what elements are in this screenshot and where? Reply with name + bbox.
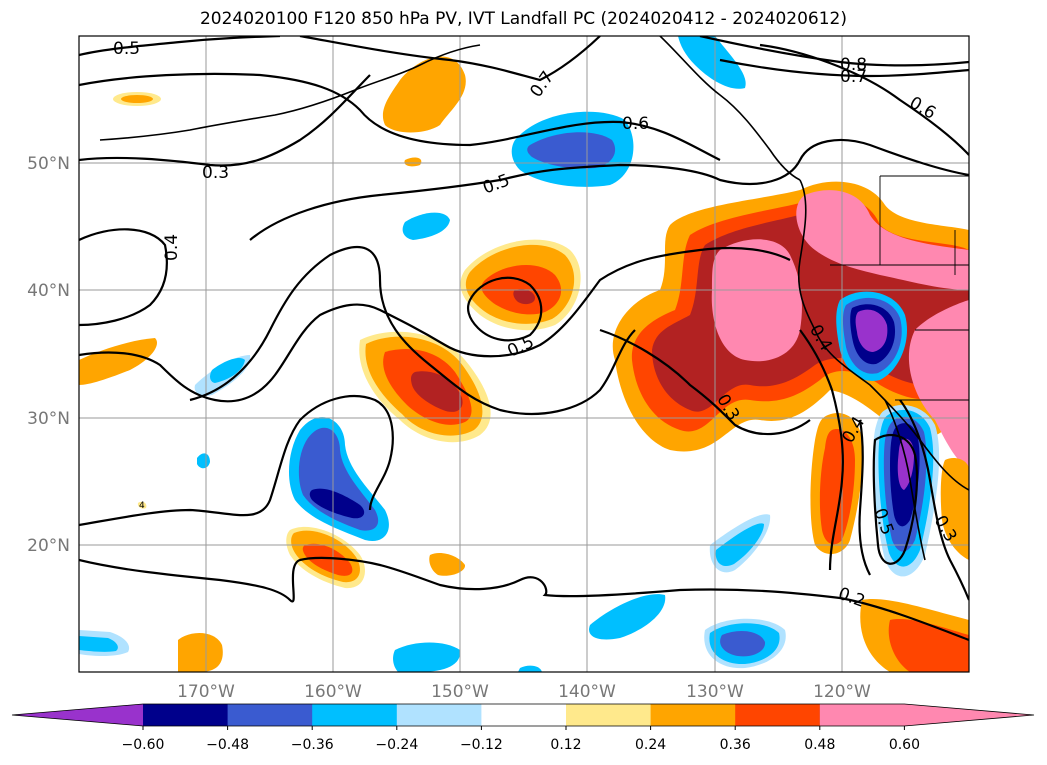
colorbar-tick-label: 0.36 bbox=[720, 737, 751, 753]
positive-anomaly-blob bbox=[940, 458, 969, 560]
positive-anomaly-blob-peak bbox=[711, 239, 802, 362]
contour-label: 0.8 bbox=[840, 55, 867, 75]
colorbar-segment bbox=[312, 704, 398, 726]
contour-0.6-east bbox=[759, 43, 969, 156]
negative-anomaly-blob bbox=[527, 132, 616, 169]
lon-tick-label: 140°W bbox=[558, 682, 616, 702]
negative-anomaly-blob bbox=[309, 488, 365, 519]
contour-0.5 bbox=[79, 36, 281, 57]
colorbar-segment bbox=[143, 704, 229, 726]
contour-0.7-east bbox=[719, 58, 969, 78]
negative-anomaly-blob bbox=[518, 665, 542, 672]
pv-contours bbox=[79, 36, 969, 642]
lon-tick-label: 150°W bbox=[431, 682, 489, 702]
contour-label: 0.6 bbox=[622, 114, 649, 134]
colorbar-tick-label: 0.24 bbox=[635, 737, 666, 753]
positive-anomaly-blob bbox=[178, 633, 223, 672]
positive-anomaly-blob-peak bbox=[908, 300, 969, 470]
positive-anomaly-blob bbox=[302, 543, 353, 576]
positive-anomaly-blob bbox=[429, 553, 466, 576]
colorbar-segment bbox=[396, 704, 482, 726]
lon-tick-label: 120°W bbox=[813, 682, 871, 702]
latitude-labels: 50°N 40°N 30°N 20°N bbox=[27, 154, 70, 556]
colorbar-extend-high bbox=[819, 704, 1034, 726]
colorbar: −0.60 −0.48 −0.36 −0.24 −0.12 0.12 0.24 0.36 0.4… bbox=[11, 703, 1035, 753]
contour-label: 0.3 bbox=[202, 163, 229, 183]
negative-anomaly-blob bbox=[720, 630, 766, 657]
contour-0.5-loop bbox=[467, 276, 543, 342]
contour-0.3 bbox=[79, 74, 371, 167]
colorbar-segment bbox=[227, 704, 313, 726]
positive-anomaly-blob bbox=[382, 56, 466, 133]
colorbar-segment bbox=[481, 704, 567, 726]
contour-0.7-north bbox=[299, 36, 601, 82]
lon-tick-label: 130°W bbox=[686, 682, 744, 702]
colorbar-tick-label: 0.12 bbox=[550, 737, 581, 753]
colorbar-tick-label: −0.60 bbox=[122, 737, 165, 753]
lat-tick-label: 40°N bbox=[27, 281, 70, 301]
colorbar-tick-label: 0.48 bbox=[804, 737, 835, 753]
negative-anomaly-blob bbox=[678, 36, 746, 89]
colorbar-tick-label: −0.24 bbox=[375, 737, 418, 753]
graticule bbox=[79, 36, 969, 672]
negative-anomaly-blob bbox=[402, 212, 450, 240]
contour-0.6 bbox=[79, 72, 721, 161]
contour-0.5-lower bbox=[79, 246, 791, 403]
contour-0.8 bbox=[699, 36, 969, 67]
contour-0.4-loop2 bbox=[872, 433, 919, 565]
negative-anomaly-blob bbox=[393, 642, 461, 672]
colorbar-tick-label: −0.12 bbox=[460, 737, 503, 753]
negative-anomaly-blob bbox=[197, 453, 210, 469]
contour-0.4-west bbox=[79, 228, 168, 327]
map-title: 2024020100 F120 850 hPa PV, IVT Landfall… bbox=[199, 9, 847, 29]
contour-0.3-main bbox=[79, 395, 394, 527]
positive-anomaly-blob bbox=[79, 338, 158, 385]
contour-0.2 bbox=[79, 556, 969, 642]
negative-anomaly-blob bbox=[589, 594, 666, 640]
colorbar-segment bbox=[650, 704, 736, 726]
negative-anomaly-blob bbox=[210, 358, 245, 383]
positive-anomaly-blob bbox=[513, 289, 535, 305]
lat-tick-label: 30°N bbox=[27, 409, 70, 429]
coastlines bbox=[99, 36, 969, 561]
small-label: 4 bbox=[139, 501, 145, 511]
longitude-labels: 170°W 160°W 150°W 140°W 130°W 120°W bbox=[177, 682, 871, 702]
colorbar-extend-low bbox=[12, 704, 143, 726]
lat-tick-label: 50°N bbox=[27, 154, 70, 174]
positive-anomaly-blob bbox=[137, 501, 147, 509]
contour-0.4-east bbox=[799, 329, 844, 571]
lat-tick-label: 20°N bbox=[27, 536, 70, 556]
negative-anomaly-blob bbox=[855, 309, 888, 352]
contour-label: 0.4 bbox=[162, 234, 182, 261]
contour-0.3-east bbox=[599, 328, 811, 436]
colorbar-segment bbox=[566, 704, 652, 726]
lon-tick-label: 160°W bbox=[304, 682, 362, 702]
contour-0.3-coast bbox=[899, 399, 969, 601]
positive-anomaly-blob bbox=[404, 157, 422, 167]
positive-anomaly-blob bbox=[121, 95, 153, 103]
contour-0.4-wide bbox=[189, 246, 636, 416]
contour-label: 0.5 bbox=[113, 39, 140, 59]
colorbar-tick-label: −0.48 bbox=[206, 737, 249, 753]
colorbar-tick-label: 0.60 bbox=[889, 737, 920, 753]
negative-anomaly-blob bbox=[79, 636, 118, 652]
map-frame bbox=[78, 35, 970, 673]
positive-anomaly-blob bbox=[819, 429, 855, 545]
contour-0.5-east bbox=[858, 419, 871, 576]
colorbar-tick-label: −0.36 bbox=[291, 737, 334, 753]
contour-label: 0.7 bbox=[840, 67, 867, 87]
colorbar-segment bbox=[735, 704, 821, 726]
map-plot-area: 0.5 0.7 0.8 0.7 0.6 0.6 0.3 0.5 0.4 0.5 … bbox=[79, 36, 969, 672]
lon-tick-label: 170°W bbox=[177, 682, 235, 702]
contour-0.5-middle bbox=[249, 138, 969, 241]
